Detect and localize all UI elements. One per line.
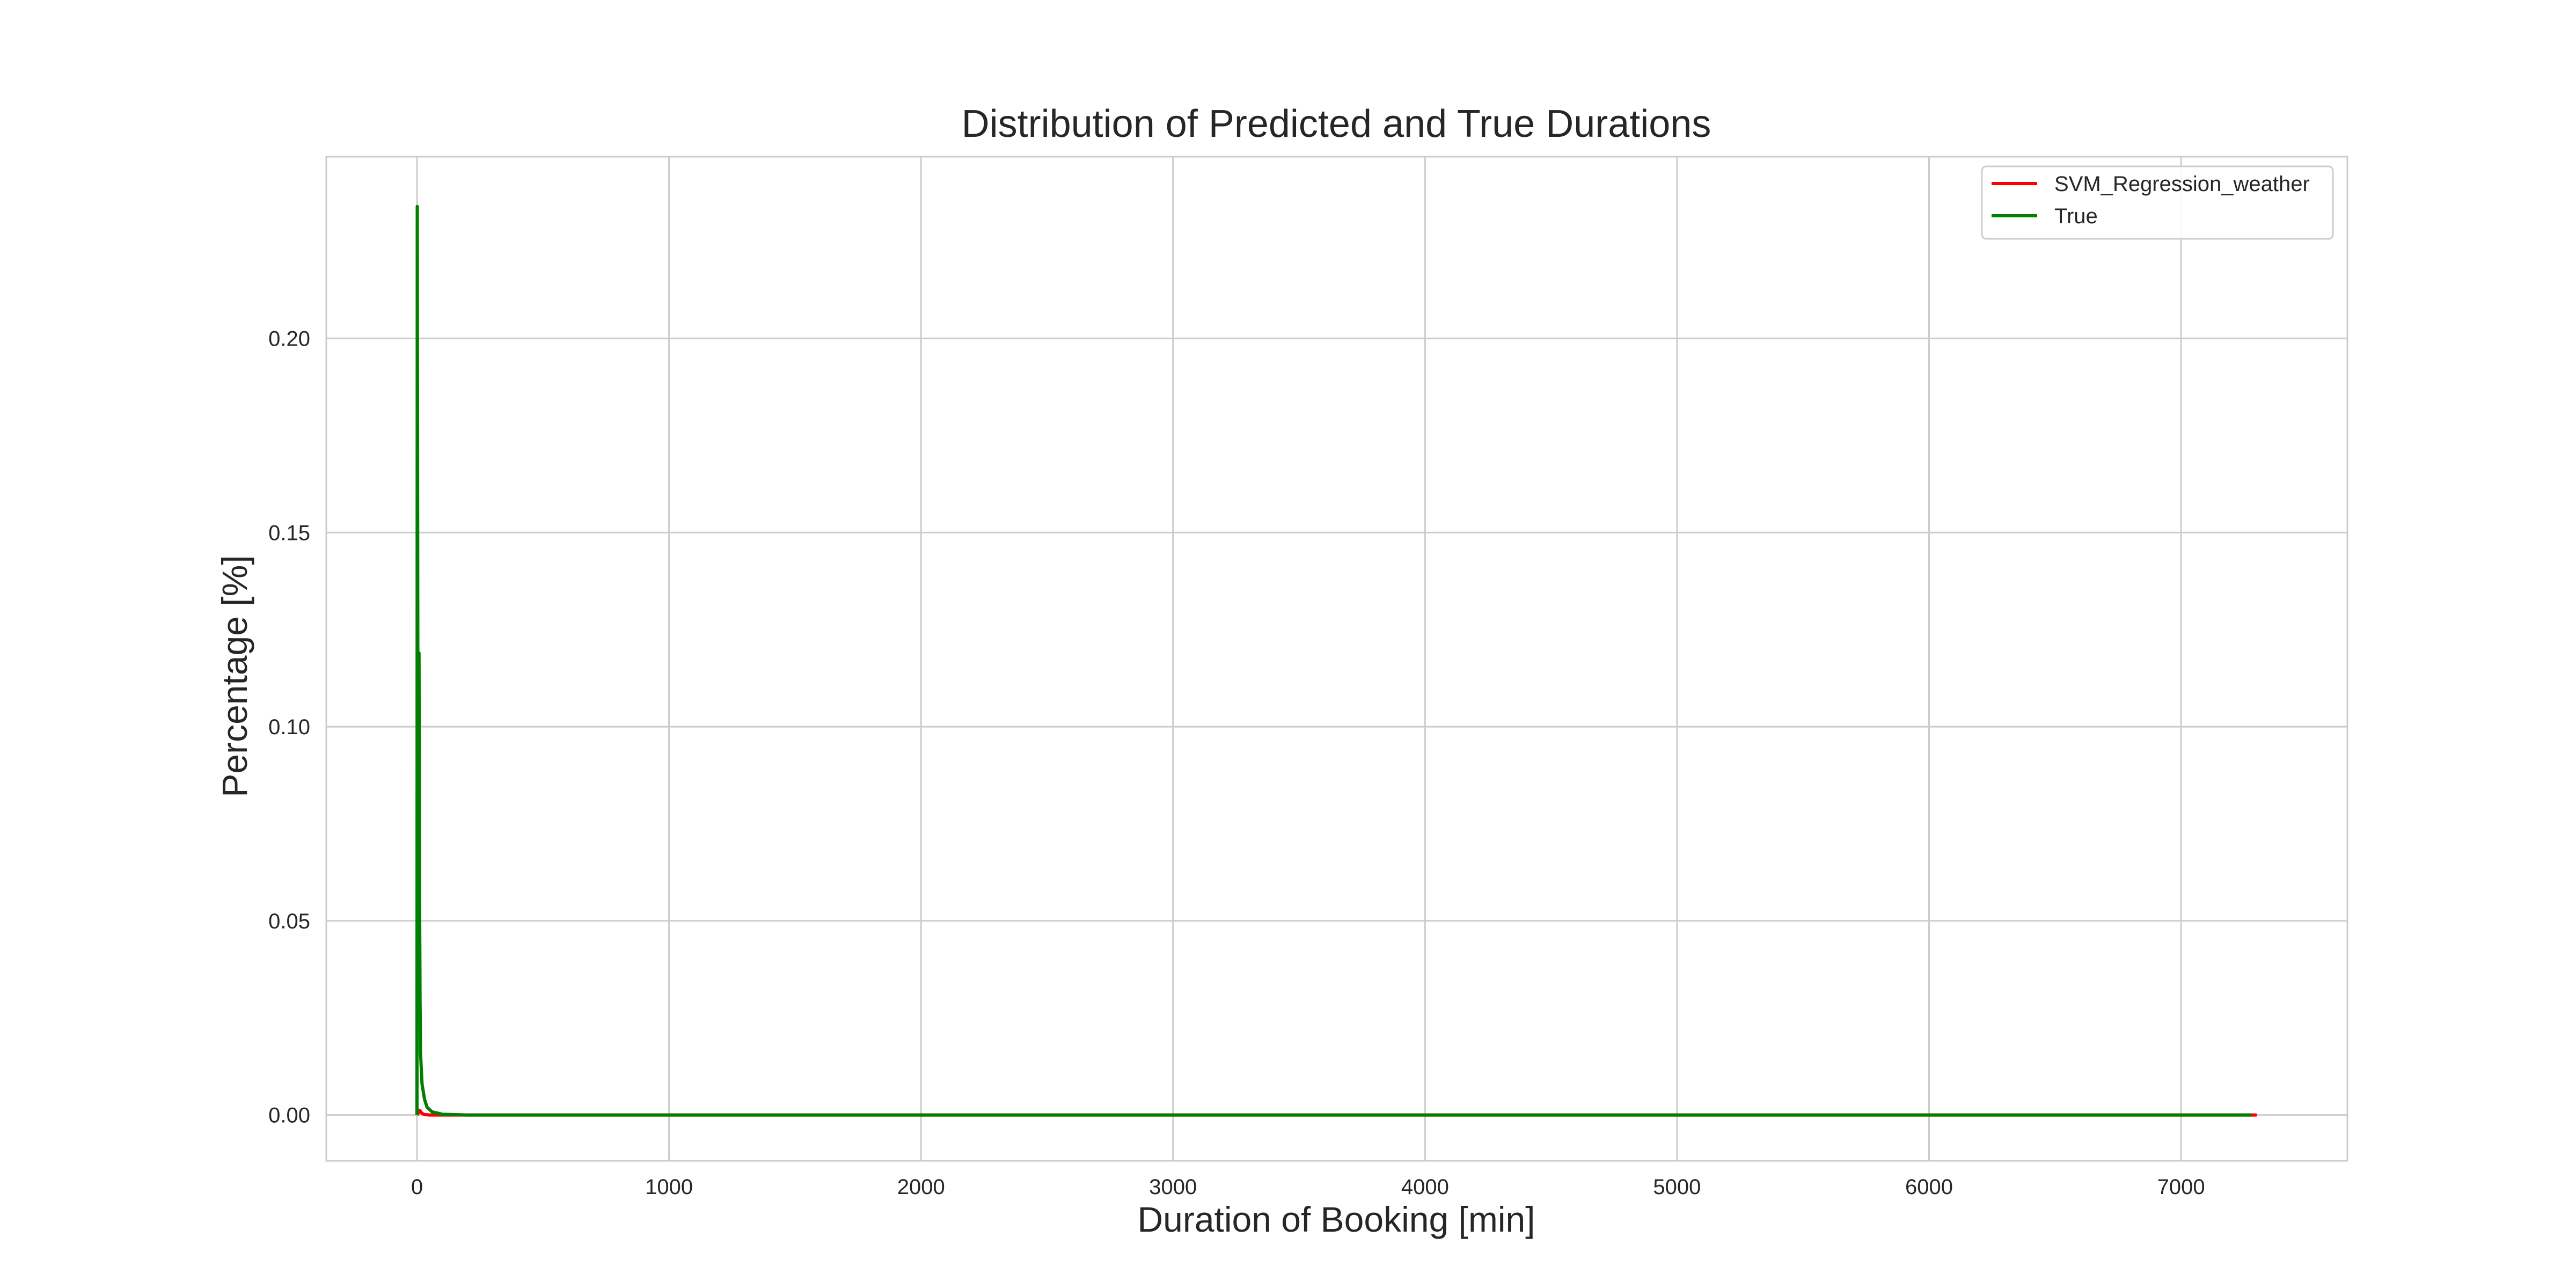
legend: SVM_Regression_weather True	[1981, 165, 2334, 240]
y-tick-label: 0.20	[268, 327, 310, 351]
plot-area	[325, 156, 2348, 1162]
x-tick-label: 6000	[1905, 1175, 1953, 1199]
legend-label: SVM_Regression_weather	[2054, 172, 2310, 196]
x-tick-label: 0	[411, 1175, 423, 1199]
x-tick-label: 4000	[1401, 1175, 1449, 1199]
x-tick-label: 7000	[2157, 1175, 2205, 1199]
legend-box	[1981, 165, 2334, 240]
x-tick-label: 1000	[645, 1175, 693, 1199]
y-tick-label: 0.15	[268, 521, 310, 545]
legend-label: True	[2054, 204, 2098, 228]
x-tick-label: 2000	[897, 1175, 945, 1199]
series-line-true	[415, 204, 2252, 1117]
chart-title: Distribution of Predicted and True Durat…	[962, 103, 1711, 145]
y-tick-label: 0.10	[268, 715, 310, 739]
y-tick-label: 0.00	[268, 1104, 310, 1128]
y-axis-label: Percentage [%]	[215, 555, 254, 797]
series-layer	[415, 204, 2257, 1117]
y-axis-ticks: 0.00 0.05 0.10 0.15 0.20	[268, 327, 310, 1128]
plot-frame	[325, 156, 2348, 1162]
plot-background	[326, 157, 2347, 1161]
x-tick-label: 3000	[1149, 1175, 1197, 1199]
x-axis-label: Duration of Booking [min]	[1137, 1199, 1535, 1239]
y-tick-label: 0.05	[268, 910, 310, 933]
x-tick-label: 5000	[1653, 1175, 1701, 1199]
x-axis-ticks: 0 1000 2000 3000 4000 5000 6000 7000	[411, 1175, 2205, 1199]
